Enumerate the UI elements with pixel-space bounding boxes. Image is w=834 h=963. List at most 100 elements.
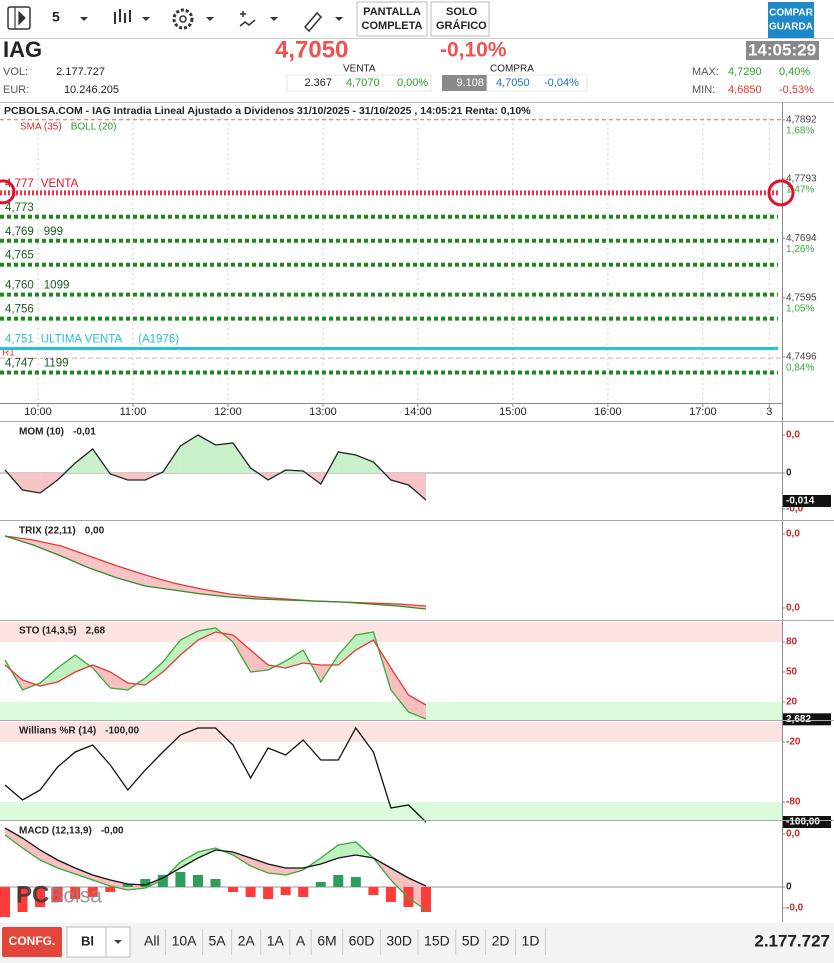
y-tick-pct: 1,68%: [786, 125, 814, 136]
buy-box: [486, 74, 588, 92]
zone: [0, 622, 782, 642]
x-tick-label: 16:00: [594, 406, 622, 418]
dropdown-caret: [270, 17, 278, 21]
level-price: 4,773: [5, 202, 34, 214]
indicator-current: 2,68: [86, 626, 106, 637]
zone: [0, 802, 782, 820]
y-tick-label: -80: [786, 797, 801, 808]
period-button[interactable]: 2D: [492, 933, 510, 949]
max-pct: 0,40%: [779, 66, 810, 78]
y-tick-label: 0,0: [786, 430, 800, 441]
histogram-bar: [87, 887, 98, 897]
area-fill: [173, 583, 202, 594]
area-fill: [250, 858, 269, 873]
indicator-panel: -20 -80 -100,00 Willians %R (14) -100,00: [0, 720, 834, 828]
histogram-bar: [350, 877, 361, 887]
period-button[interactable]: 1A: [267, 933, 285, 949]
dropdown-caret: [142, 17, 150, 21]
y-tick-label: -0,0: [786, 903, 804, 914]
area-fill: [162, 640, 181, 672]
fullscreen-button[interactable]: [356, 1, 428, 37]
y-tick-label: 4,7595: [786, 292, 817, 303]
interval[interactable]: 5: [52, 9, 60, 25]
current-value: -0,014: [786, 496, 815, 507]
area-fill: [40, 473, 58, 493]
period-button[interactable]: 2A: [238, 933, 256, 949]
histogram-bar: [228, 887, 239, 892]
area-fill: [338, 635, 356, 665]
type-select[interactable]: [66, 926, 131, 958]
area-fill: [75, 655, 91, 672]
zone: [0, 722, 782, 742]
area-fill: [233, 443, 251, 473]
y-tick-label: 80: [786, 637, 798, 648]
area-fill: [268, 864, 286, 875]
level-text: VENTA: [41, 178, 79, 190]
level-size: 1099: [44, 280, 70, 292]
toolbar-icon[interactable]: [7, 6, 31, 30]
area-fill: [408, 473, 426, 500]
draw-icon[interactable]: [303, 11, 323, 33]
period-button[interactable]: 5D: [462, 933, 480, 949]
period-button[interactable]: 60D: [349, 933, 375, 949]
histogram-bar: [315, 882, 326, 887]
indicator-icon[interactable]: [239, 11, 256, 27]
candle-icon[interactable]: [114, 9, 131, 24]
y-tick-pct: 0,84%: [786, 363, 814, 374]
sell-label: VENTA: [343, 64, 376, 75]
sell-pct: 0,00%: [397, 77, 428, 89]
time: 14:05:29: [748, 40, 816, 59]
period-button[interactable]: All: [144, 933, 160, 949]
buy-label: COMPRA: [490, 64, 534, 75]
level-handle[interactable]: [767, 179, 795, 207]
period-button[interactable]: 15D: [424, 933, 450, 949]
area-fill: [89, 556, 118, 578]
indicator-line: [4, 535, 427, 610]
histogram-bar: [368, 887, 379, 895]
level-handle[interactable]: [0, 179, 16, 205]
eur-label: EUR:: [3, 84, 29, 96]
config-button[interactable]: [2, 927, 62, 957]
indicator-panel: 0,0 0 -0,0-0,014 MOM (10) -0,01: [0, 421, 834, 515]
histogram-bar: [17, 887, 28, 912]
level-text: ULTIMA VENTA: [41, 334, 123, 346]
y-tick-label: 0: [786, 468, 792, 479]
chart-only-button[interactable]: [430, 1, 490, 37]
min-label: MIN:: [692, 84, 715, 96]
period-button[interactable]: 6M: [317, 933, 336, 949]
y-tick-label: -0,0: [786, 504, 804, 515]
period-button[interactable]: 5A: [208, 933, 226, 949]
y-tick-label: 4,7694: [786, 233, 817, 244]
histogram-bar: [333, 875, 344, 887]
sell-box: [286, 74, 432, 92]
indicator-current: -0,00: [101, 826, 124, 837]
level-price: 4,765: [5, 250, 34, 262]
y-tick-label: 4,7892: [786, 114, 817, 125]
settings-icon[interactable]: [172, 8, 194, 30]
area-fill: [390, 473, 409, 485]
zone: [0, 702, 782, 720]
indicator-current: -100,00: [105, 726, 139, 737]
area-fill: [250, 650, 269, 672]
area-fill: [355, 632, 374, 650]
area-fill: [215, 443, 234, 473]
period-button[interactable]: 30D: [386, 933, 412, 949]
buy-pct: -0,04%: [544, 77, 579, 89]
button-label: GRÁFICO: [436, 19, 487, 32]
dropdown-caret: [206, 17, 214, 21]
period-button[interactable]: A: [296, 933, 306, 949]
level-price: 4,769: [5, 226, 34, 238]
period-button[interactable]: 10A: [172, 933, 198, 949]
level-size: 999: [44, 226, 63, 238]
area-fill: [92, 875, 111, 886]
level-price: 4,756: [5, 304, 34, 316]
compare-button[interactable]: [768, 2, 814, 38]
histogram-bar: [52, 887, 63, 902]
current-value-box: [783, 713, 831, 726]
x-tick-label: 13:00: [309, 406, 337, 418]
button-label: GUARDA: [769, 22, 813, 33]
type-label: Bl: [81, 933, 94, 948]
level-price: 4,751: [5, 334, 34, 346]
period-button[interactable]: 1D: [522, 933, 540, 949]
